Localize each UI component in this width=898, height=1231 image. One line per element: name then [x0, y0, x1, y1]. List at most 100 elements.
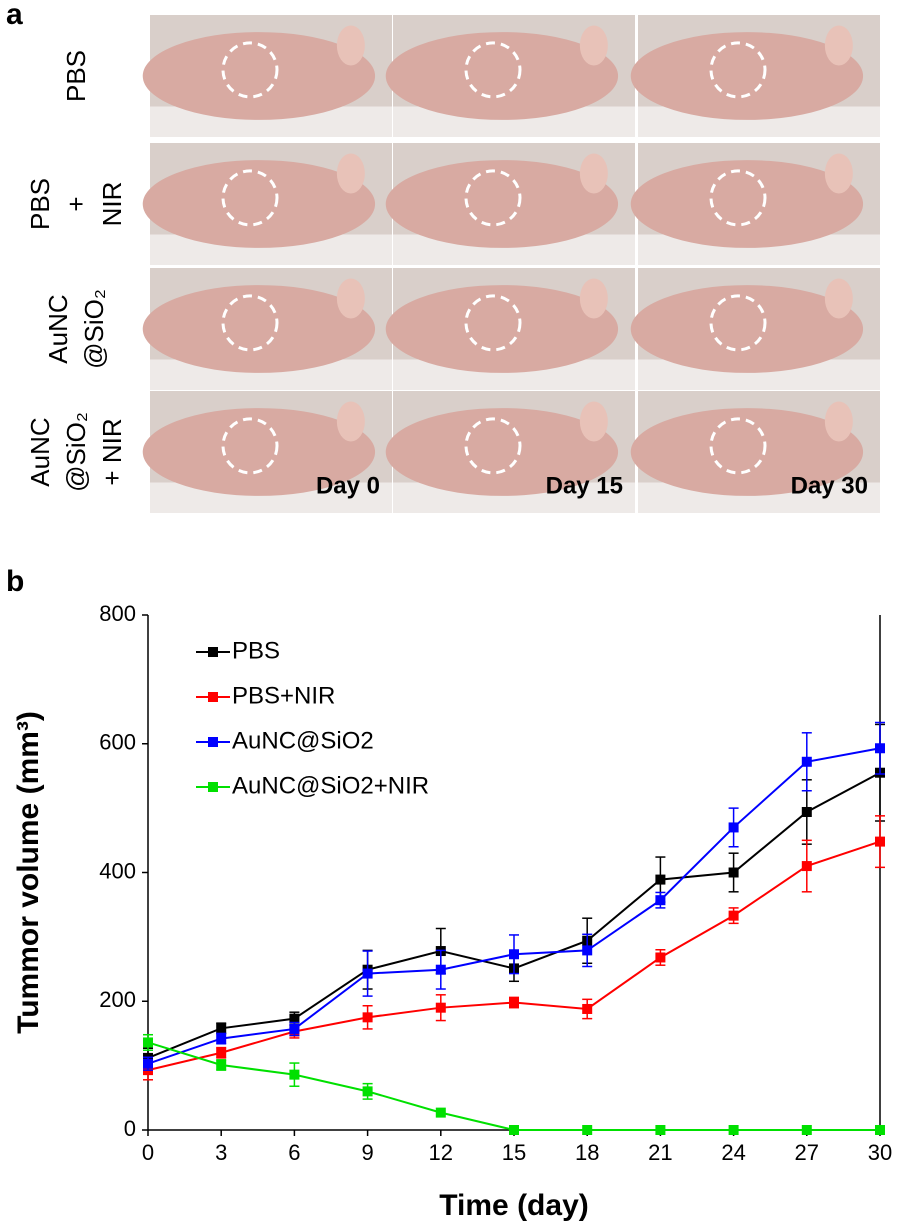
- panel-label: b: [6, 565, 24, 598]
- legend-marker: [208, 647, 218, 657]
- y-tick-label: 600: [99, 730, 136, 755]
- series-line: [147, 1041, 880, 1131]
- marker: [216, 1047, 227, 1058]
- marker: [655, 895, 666, 906]
- tumor-marker: [709, 41, 767, 99]
- x-tick-label: 12: [429, 1140, 453, 1165]
- day-label: Day 15: [546, 472, 623, 499]
- tumor-marker: [221, 294, 279, 352]
- x-tick-label: 24: [721, 1140, 745, 1165]
- marker: [801, 861, 812, 872]
- marker: [362, 1086, 373, 1097]
- x-tick-label: 15: [502, 1140, 526, 1165]
- y-tick-label: 0: [124, 1116, 136, 1141]
- x-tick-label: 30: [868, 1140, 892, 1165]
- marker: [509, 949, 519, 960]
- marker: [655, 1125, 666, 1135]
- marker: [728, 822, 739, 833]
- mouse-body: [630, 32, 864, 120]
- day-label: Day 0: [316, 472, 380, 499]
- marker: [728, 867, 739, 878]
- series-line: [147, 771, 881, 1059]
- mouse-body: [142, 160, 376, 248]
- x-tick-label: 27: [795, 1140, 819, 1165]
- marker: [509, 1125, 519, 1135]
- row-label: NIR: [97, 182, 127, 227]
- marker: [875, 743, 885, 754]
- tumor-marker: [464, 294, 522, 352]
- mouse-ear: [336, 153, 365, 194]
- legend-label: PBS: [232, 637, 280, 664]
- mouse-body: [142, 285, 376, 373]
- mouse-body: [630, 285, 864, 373]
- mouse-body: [630, 160, 864, 248]
- marker: [801, 806, 812, 817]
- marker: [582, 1125, 593, 1135]
- panel-label: a: [6, 0, 23, 31]
- marker: [435, 1107, 446, 1118]
- x-tick-label: 3: [215, 1140, 227, 1165]
- legend-marker: [208, 737, 218, 747]
- row-label: PBS: [25, 178, 55, 230]
- marker: [362, 968, 373, 979]
- marker: [655, 874, 666, 885]
- marker: [216, 1023, 227, 1034]
- marker: [509, 997, 519, 1008]
- row-label: + NIR: [97, 418, 127, 485]
- tumor-marker: [221, 41, 279, 99]
- marker: [289, 1023, 300, 1034]
- row-label: AuNC: [43, 294, 73, 363]
- tumor-marker: [464, 169, 522, 227]
- mouse-ear: [824, 278, 853, 319]
- row-label: +: [61, 196, 91, 211]
- mouse-body: [385, 408, 619, 496]
- marker: [435, 1002, 446, 1013]
- mouse-ear: [579, 278, 608, 319]
- x-tick-label: 9: [361, 1140, 373, 1165]
- marker: [875, 1125, 885, 1135]
- marker: [289, 1013, 300, 1024]
- tumor-marker: [464, 41, 522, 99]
- marker: [655, 952, 666, 963]
- legend-label: AuNC@SiO2: [232, 727, 374, 754]
- mouse-body: [385, 285, 619, 373]
- y-tick-label: 400: [99, 858, 136, 883]
- marker: [801, 1125, 812, 1135]
- y-axis-title: Tummor volume (mm³): [12, 711, 45, 1034]
- tumor-marker: [221, 169, 279, 227]
- marker: [435, 964, 446, 975]
- marker: [216, 1059, 227, 1070]
- x-axis-title: Time (day): [439, 1189, 589, 1222]
- row-label: PBS: [61, 50, 91, 102]
- x-tick-label: 18: [575, 1140, 599, 1165]
- mouse-body: [630, 408, 864, 496]
- mouse-ear: [336, 25, 365, 66]
- tumor-marker: [709, 417, 767, 475]
- tumor-marker: [709, 169, 767, 227]
- mouse-ear: [824, 153, 853, 194]
- legend-marker: [208, 692, 218, 702]
- x-tick-label: 0: [142, 1140, 154, 1165]
- mouse-ear: [336, 278, 365, 319]
- x-tick-label: 6: [288, 1140, 300, 1165]
- marker: [582, 1003, 593, 1014]
- legend-marker: [208, 782, 218, 792]
- mouse-ear: [579, 25, 608, 66]
- mouse-body: [385, 32, 619, 120]
- mouse-body: [385, 160, 619, 248]
- marker: [582, 945, 593, 956]
- marker: [801, 756, 812, 767]
- y-tick-label: 200: [99, 987, 136, 1012]
- tumor-marker: [221, 417, 279, 475]
- marker: [143, 1037, 153, 1048]
- tumor-marker: [464, 417, 522, 475]
- marker: [289, 1069, 300, 1080]
- legend-label: AuNC@SiO2+NIR: [232, 772, 429, 799]
- row-label: @SiO₂: [79, 289, 109, 369]
- marker: [875, 836, 885, 847]
- tumor-marker: [709, 294, 767, 352]
- mouse-body: [142, 32, 376, 120]
- legend-label: PBS+NIR: [232, 682, 335, 709]
